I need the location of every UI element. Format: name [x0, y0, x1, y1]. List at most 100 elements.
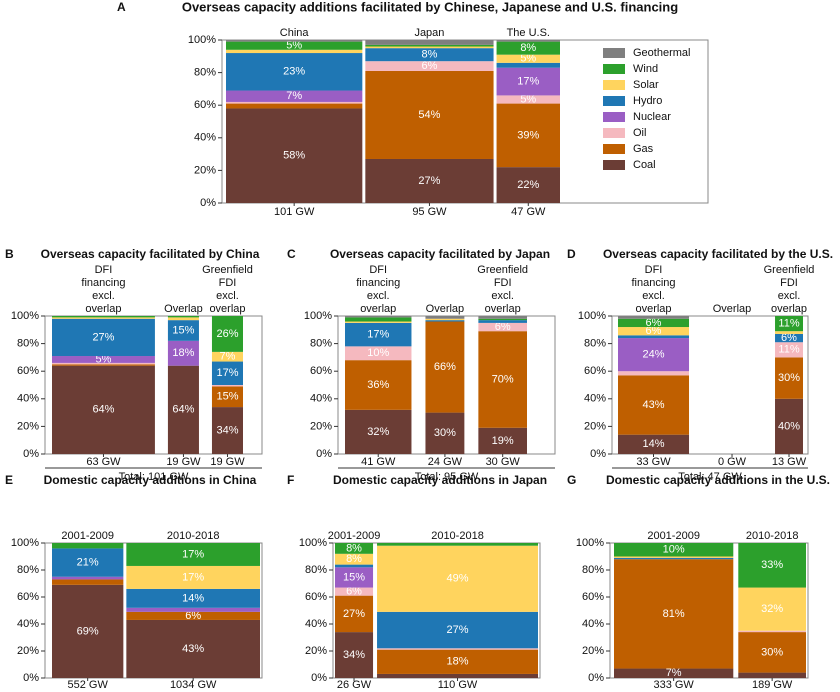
category-label: 2010-2018 [746, 530, 799, 542]
bar-segment [618, 375, 690, 435]
data-label: 39% [517, 129, 539, 141]
data-label: 14% [182, 592, 204, 604]
bar-segment [52, 579, 124, 585]
category-label: overlap [360, 303, 396, 315]
y-tick-label: 60% [582, 591, 604, 603]
y-tick-label: 40% [17, 618, 39, 630]
category-label: financing [81, 277, 125, 289]
data-label: 27% [447, 624, 469, 636]
panel-title: Overseas capacity facilitated by the U.S… [603, 247, 833, 261]
data-label: 5% [96, 353, 112, 365]
data-label: 64% [172, 404, 194, 416]
y-tick-label: 80% [17, 338, 39, 350]
total-label: 41 GW [361, 456, 396, 468]
bar-segment [345, 321, 412, 323]
bar-segment [365, 40, 494, 45]
total-label: 33 GW [636, 456, 671, 468]
data-label: 18% [447, 656, 469, 668]
bar-segment [618, 434, 690, 454]
bar-segment [226, 90, 363, 102]
y-tick-label: 20% [17, 645, 39, 657]
bar-segment [425, 316, 465, 319]
data-label: 11% [778, 317, 799, 329]
y-tick-label: 80% [584, 338, 606, 350]
y-tick-label: 40% [584, 393, 606, 405]
plot-frame [611, 315, 809, 455]
bar-segment [478, 331, 527, 428]
bar-segment [614, 668, 734, 678]
legend-swatch [603, 112, 625, 122]
data-label: 69% [77, 625, 99, 637]
data-label: 32% [761, 603, 783, 615]
total-label: 63 GW [86, 456, 121, 468]
bar-segment [345, 317, 412, 322]
data-label: 34% [343, 649, 365, 661]
data-label: 6% [781, 332, 797, 344]
bar-segment [775, 357, 803, 399]
data-label: 64% [92, 404, 114, 416]
data-label: 15% [216, 391, 238, 403]
data-label: 7% [286, 90, 302, 102]
bar-segment [335, 553, 374, 565]
legend-label: Nuclear [633, 111, 671, 123]
category-label: overlap [85, 303, 121, 315]
legend-swatch [603, 80, 625, 90]
total-label: 1034 GW [170, 679, 217, 691]
panel-letter: G [567, 473, 576, 487]
bar-segment [365, 48, 494, 62]
bar-segment [618, 338, 690, 372]
y-tick-label: 40% [17, 393, 39, 405]
category-label: overlap [209, 303, 245, 315]
bar-segment [52, 356, 155, 363]
bar-segment [226, 103, 363, 109]
bar-segment [775, 331, 803, 334]
bar-segment [211, 361, 243, 385]
data-label: 5% [520, 93, 536, 105]
data-label: 58% [283, 150, 305, 162]
data-label: 54% [418, 109, 440, 121]
category-label: excl. [92, 290, 115, 302]
bar-segment [226, 101, 363, 104]
data-label: 6% [185, 610, 201, 622]
y-tick-label: 40% [305, 618, 327, 630]
y-tick-label: 60% [194, 99, 216, 111]
bar-segment [167, 317, 199, 321]
bar-segment [52, 318, 155, 357]
bar-segment [618, 335, 690, 339]
bar-segment [52, 365, 155, 454]
panel-letter: A [117, 0, 126, 14]
data-label: 8% [421, 49, 437, 61]
total-label: 47 GW [511, 206, 546, 218]
y-tick-label: 80% [194, 67, 216, 79]
category-label: FDI [219, 277, 237, 289]
bar-segment [614, 556, 734, 558]
data-label: 17% [182, 548, 204, 560]
data-label: 6% [421, 60, 437, 72]
bar-segment [496, 167, 560, 203]
bar-segment [226, 41, 363, 50]
category-label: excl. [778, 290, 801, 302]
category-label: China [280, 27, 310, 39]
data-label: 30% [778, 372, 800, 384]
bar-segment [365, 44, 494, 47]
category-label: 2001-2009 [61, 530, 114, 542]
bar-segment [738, 630, 806, 633]
data-label: 14% [642, 438, 664, 450]
y-tick-label: 100% [11, 310, 39, 322]
y-tick-label: 0% [23, 672, 39, 684]
data-label: 66% [434, 361, 456, 373]
legend-swatch [603, 144, 625, 154]
total-label: 24 GW [428, 456, 463, 468]
bar-segment [478, 316, 527, 319]
bar-segment [52, 584, 124, 678]
category-label: 2001-2009 [328, 530, 381, 542]
bar-segment [478, 318, 527, 321]
bar-segment [496, 41, 560, 55]
bar-segment [365, 61, 494, 71]
bar-segment [496, 67, 560, 96]
y-tick-label: 20% [17, 420, 39, 432]
data-label: 43% [182, 643, 204, 655]
bar-segment [126, 543, 260, 566]
y-tick-label: 0% [588, 672, 604, 684]
bar-segment [335, 564, 374, 568]
